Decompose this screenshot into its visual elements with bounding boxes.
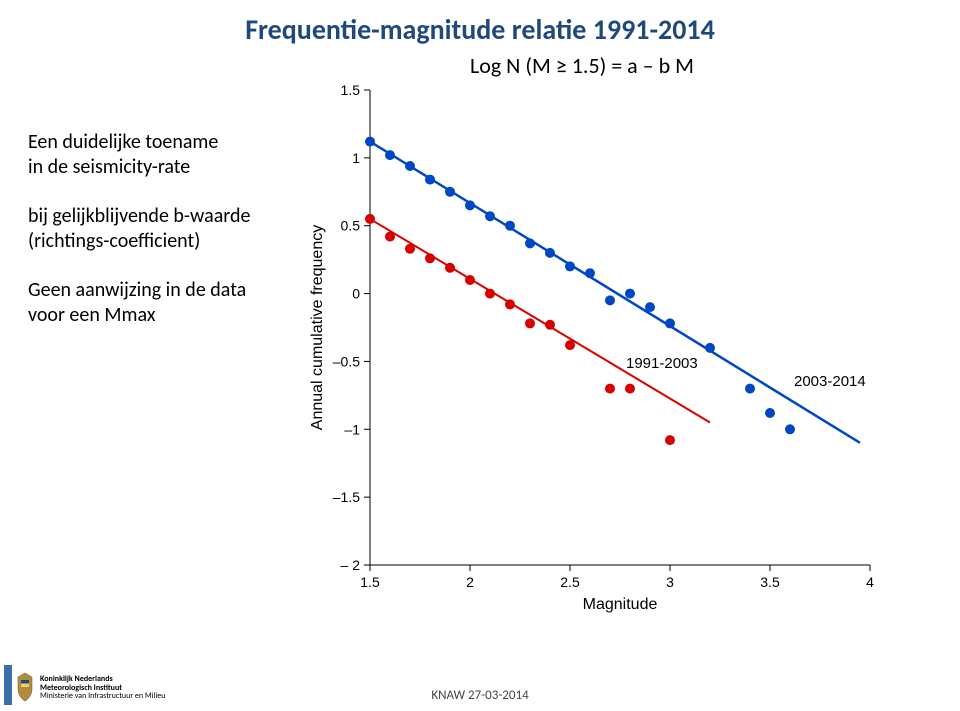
page-title: Frequentie-magnitude relatie 1991-2014	[0, 12, 960, 47]
svg-text:4: 4	[866, 574, 874, 590]
equation-text: Log N (M ≥ 1.5) = a – b M	[470, 52, 694, 79]
side-line: (richtings-coefficient)	[28, 229, 288, 254]
svg-text:0.5: 0.5	[341, 218, 361, 234]
svg-text:1: 1	[352, 150, 360, 166]
svg-text:–1.5: –1.5	[333, 489, 360, 505]
side-line: Een duidelijke toename	[28, 130, 288, 155]
freq-mag-chart: 1.5 2 2.5 3 3.5 4 – 2 –1.5 –1 –0.5 0 0.5 1 1.5 Magnitu…	[300, 80, 940, 620]
svg-text:2.5: 2.5	[560, 574, 580, 590]
svg-text:Magnitude: Magnitude	[583, 596, 658, 613]
svg-text:1.5: 1.5	[341, 82, 361, 98]
svg-text:–0.5: –0.5	[333, 353, 360, 369]
svg-text:2003-2014: 2003-2014	[794, 373, 866, 390]
side-line: bij gelijkblijvende b-waarde	[28, 204, 288, 229]
svg-text:–1: –1	[344, 421, 360, 437]
side-line: in de seismicity-rate	[28, 155, 288, 180]
svg-text:1991-2003: 1991-2003	[626, 355, 698, 372]
chart-container: 1.5 2 2.5 3 3.5 4 – 2 –1.5 –1 –0.5 0 0.5 1 1.5 Magnitu…	[300, 80, 940, 620]
side-line: voor een Mmax	[28, 303, 288, 328]
svg-text:1.5: 1.5	[360, 574, 380, 590]
svg-text:3.5: 3.5	[760, 574, 780, 590]
svg-text:2: 2	[466, 574, 474, 590]
side-description: Een duidelijke toename in de seismicity-…	[28, 130, 288, 352]
svg-text:3: 3	[666, 574, 674, 590]
svg-text:– 2: – 2	[341, 557, 361, 573]
side-line: Geen aanwijzing in de data	[28, 278, 288, 303]
svg-text:0: 0	[352, 286, 360, 302]
svg-text:Annual cumulative frequency: Annual cumulative frequency	[309, 225, 326, 430]
footer-text: KNAW 27-03-2014	[0, 688, 960, 703]
